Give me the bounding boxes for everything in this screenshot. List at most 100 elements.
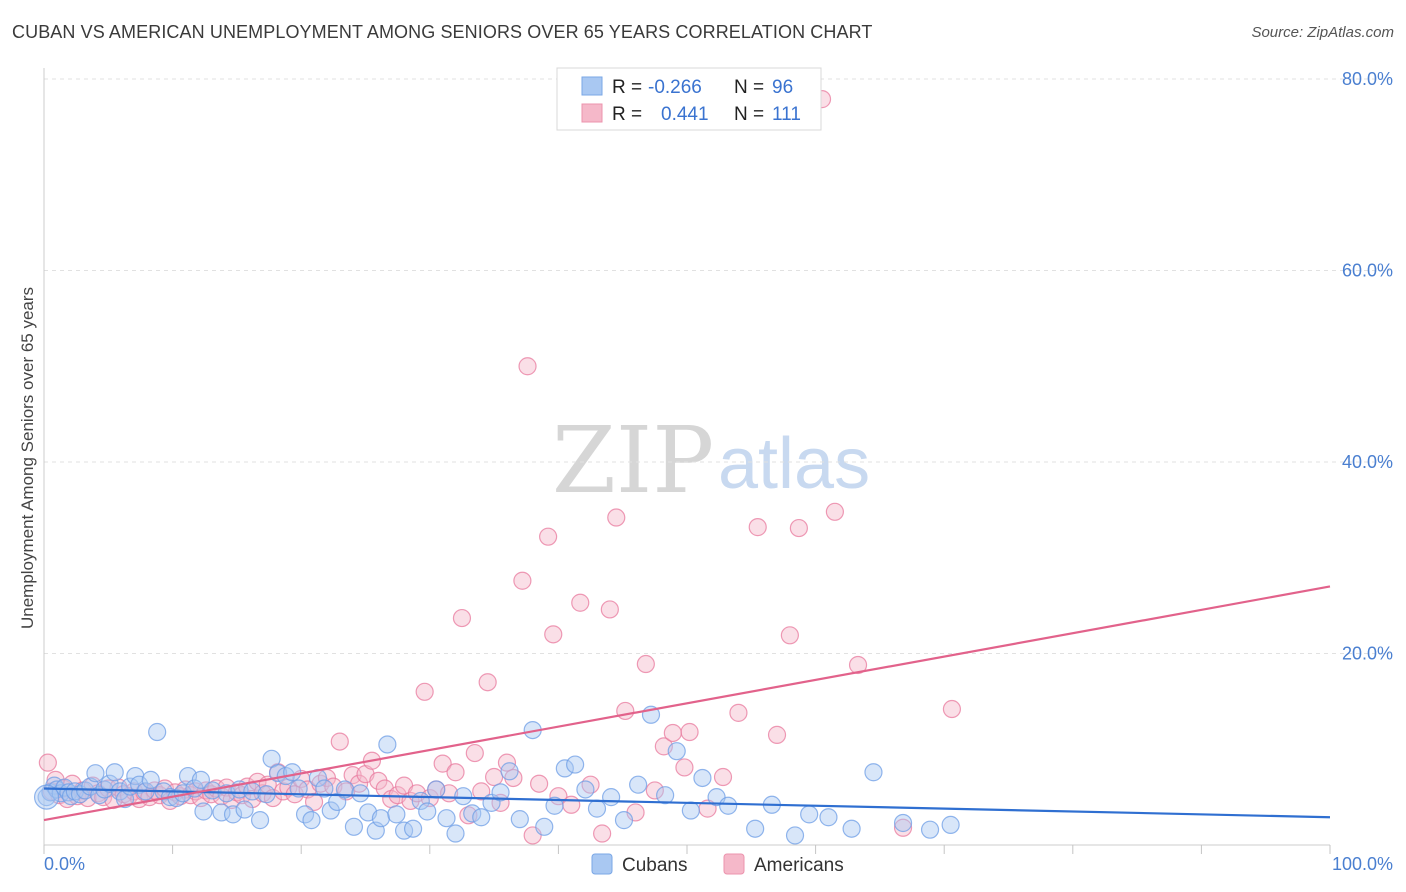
legend-r-label-americans: R = bbox=[612, 104, 642, 125]
grid-lines bbox=[44, 78, 1390, 654]
point-cubans bbox=[893, 813, 913, 833]
point-americans bbox=[593, 824, 612, 843]
point-cubans bbox=[800, 805, 819, 824]
y-tick-label: 20.0% bbox=[1342, 644, 1393, 664]
point-cubans bbox=[746, 819, 765, 838]
point-americans bbox=[38, 753, 57, 772]
bottom-legend-label-cubans: Cubans bbox=[622, 855, 688, 876]
point-americans bbox=[452, 608, 472, 628]
legend-box: R = -0.266 N = 96 R = 0.441 N = 111 bbox=[556, 67, 822, 131]
point-americans bbox=[942, 699, 962, 719]
point-cubans bbox=[394, 821, 414, 840]
point-americans bbox=[713, 767, 733, 787]
point-americans bbox=[663, 723, 682, 743]
point-cubans bbox=[500, 762, 519, 781]
point-cubans bbox=[235, 800, 254, 819]
point-americans bbox=[446, 763, 465, 782]
point-cubans bbox=[920, 820, 940, 839]
point-cubans bbox=[602, 788, 621, 807]
point-cubans bbox=[351, 784, 370, 803]
point-americans bbox=[415, 682, 434, 701]
point-americans bbox=[600, 600, 619, 619]
legend-r-value-americans: 0.441 bbox=[661, 104, 709, 125]
point-cubans bbox=[403, 819, 423, 838]
point-cubans bbox=[418, 802, 437, 821]
x-tick-labels: 0.0% 100.0% bbox=[44, 854, 1393, 874]
point-americans bbox=[607, 508, 626, 527]
point-cubans bbox=[344, 817, 364, 836]
point-cubans bbox=[315, 779, 334, 798]
point-cubans bbox=[105, 763, 124, 782]
y-tick-label: 40.0% bbox=[1342, 452, 1393, 472]
point-cubans bbox=[864, 763, 883, 782]
point-cubans bbox=[250, 811, 270, 830]
bottom-legend-swatch-americans bbox=[723, 853, 745, 875]
point-cubans bbox=[491, 783, 510, 802]
point-americans bbox=[675, 758, 694, 777]
point-cubans bbox=[33, 784, 60, 810]
point-americans bbox=[304, 792, 324, 812]
point-americans bbox=[825, 502, 844, 521]
point-americans bbox=[636, 654, 655, 674]
point-cubans bbox=[941, 815, 960, 834]
point-cubans bbox=[535, 817, 554, 836]
axes bbox=[43, 68, 1331, 854]
point-americans bbox=[848, 655, 868, 675]
point-cubans bbox=[302, 811, 321, 830]
point-cubans bbox=[785, 826, 805, 845]
point-cubans bbox=[667, 742, 686, 761]
point-cubans bbox=[566, 755, 585, 774]
point-americans bbox=[767, 725, 787, 744]
point-cubans bbox=[86, 764, 105, 783]
point-cubans bbox=[587, 799, 607, 818]
point-cubans bbox=[719, 796, 738, 815]
point-cubans bbox=[555, 759, 574, 778]
bottom-legend-swatch-cubans bbox=[591, 853, 613, 875]
trendline-americans bbox=[43, 585, 1331, 822]
point-americans bbox=[530, 774, 549, 793]
point-americans bbox=[571, 593, 590, 612]
point-cubans bbox=[576, 780, 595, 799]
point-cubans bbox=[614, 811, 634, 830]
point-cubans bbox=[194, 802, 213, 821]
legend-n-label-americans: N = bbox=[734, 104, 764, 125]
point-cubans bbox=[463, 804, 482, 823]
point-cubans bbox=[378, 735, 397, 754]
watermark-zip: ZIP bbox=[552, 407, 714, 514]
point-cubans bbox=[545, 796, 564, 815]
point-cubans bbox=[100, 774, 119, 793]
point-americans bbox=[485, 767, 504, 787]
legend-r-label-cubans: R = bbox=[612, 77, 642, 98]
point-americans bbox=[789, 518, 808, 538]
point-americans bbox=[544, 625, 563, 644]
point-americans bbox=[562, 795, 581, 814]
bottom-legend: Cubans Americans bbox=[591, 853, 844, 876]
point-americans bbox=[616, 701, 635, 721]
point-cubans bbox=[335, 780, 355, 799]
point-cubans bbox=[454, 787, 473, 806]
point-americans bbox=[330, 732, 349, 751]
point-cubans bbox=[90, 786, 109, 805]
point-americans bbox=[645, 781, 664, 800]
point-cubans bbox=[191, 770, 210, 789]
point-americans bbox=[472, 782, 491, 801]
point-cubans bbox=[693, 768, 712, 788]
point-cubans bbox=[629, 775, 648, 794]
point-cubans bbox=[130, 775, 149, 794]
legend-r-value-cubans: -0.266 bbox=[648, 77, 702, 98]
point-cubans bbox=[656, 786, 675, 805]
point-americans bbox=[478, 673, 497, 692]
point-americans bbox=[433, 754, 452, 773]
watermark-atlas: atlas bbox=[718, 424, 870, 504]
chart-title: CUBAN VS AMERICAN UNEMPLOYMENT AMONG SEN… bbox=[12, 22, 873, 42]
point-americans bbox=[465, 743, 484, 763]
legend-n-value-americans: 111 bbox=[772, 104, 801, 125]
point-cubans bbox=[283, 763, 302, 782]
y-tick-label: 60.0% bbox=[1342, 261, 1393, 281]
source-credit: Source: ZipAtlas.com bbox=[1251, 24, 1394, 41]
point-cubans bbox=[387, 805, 406, 824]
point-cubans bbox=[223, 805, 243, 824]
point-americans bbox=[748, 518, 767, 537]
legend-swatch-americans bbox=[581, 103, 603, 123]
